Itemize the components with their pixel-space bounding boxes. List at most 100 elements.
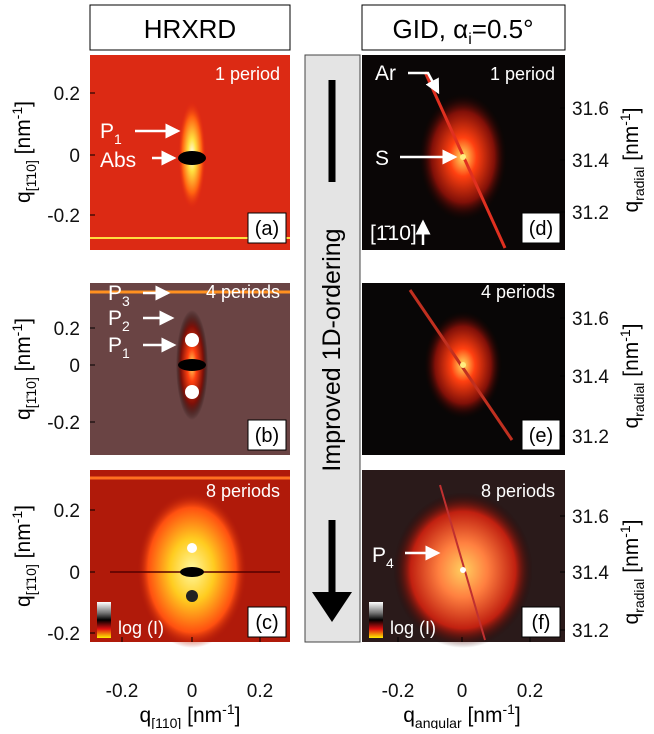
- colorbar: [369, 602, 383, 638]
- axis-label: q[1̄10] [nm-1]: [9, 318, 39, 420]
- axis-label-unit: [nm: [620, 538, 643, 579]
- y-tick-label: -0.2: [47, 624, 80, 645]
- periods: 1 period: [490, 64, 555, 84]
- y-tick-label: 0: [69, 146, 80, 167]
- header-left: HRXRD: [144, 14, 236, 44]
- axis-label-unit: [nm: [12, 523, 35, 564]
- periods: 8 periods: [481, 481, 555, 501]
- panel-label: (d): [529, 218, 553, 240]
- y-tick-label: 0: [69, 356, 80, 377]
- axis-label-close: ]: [12, 101, 35, 107]
- peak: [460, 567, 466, 573]
- panel-label: (a): [255, 218, 279, 240]
- axis-label-close: ]: [12, 505, 35, 511]
- panel-e: 4 periods (e): [362, 282, 565, 455]
- y-tick-label: 31.4: [572, 151, 609, 172]
- axis-label-sub: [1̄10]: [23, 160, 39, 191]
- annotation-text: P: [108, 307, 122, 330]
- middle-label: Improved 1D-ordering: [318, 228, 346, 471]
- colorbar-label: log (I): [118, 618, 164, 638]
- annotation-sub: 4: [386, 555, 394, 571]
- periods: 8 periods: [206, 481, 280, 501]
- figure: HRXRD GID, αi=0.5° Improved 1D-ordering …: [0, 0, 654, 729]
- periods: 4 periods: [206, 282, 280, 302]
- axis-label: qradial [nm-1]: [617, 519, 647, 624]
- annotation-text: P: [100, 120, 114, 143]
- absorber: [178, 359, 206, 371]
- axis-label-q: q: [620, 613, 643, 625]
- header-text: GID,: [393, 14, 454, 44]
- x-tick-label: -0.2: [382, 681, 415, 702]
- axis-label-q: q: [140, 704, 152, 727]
- axis-label-q: q: [403, 704, 415, 727]
- axis-label-unit: [nm: [620, 126, 643, 167]
- axis-label-sub: radial: [631, 167, 647, 201]
- annotation-text: P: [108, 334, 122, 357]
- axis-label-exp: -1: [222, 701, 235, 717]
- y-tick-label: 31.6: [572, 99, 609, 120]
- y-tick-label: 31.2: [572, 621, 609, 642]
- axis-label-sub: radial: [631, 579, 647, 613]
- annotation-sub: 1: [114, 131, 122, 147]
- x-tick-label: 0.2: [517, 681, 543, 702]
- axis-label-exp: -1: [617, 113, 633, 126]
- absorber: [178, 151, 206, 165]
- axis-label: qradial [nm-1]: [617, 323, 647, 428]
- axis-label-unit: [nm: [12, 119, 35, 160]
- axis-label-close: ]: [12, 318, 35, 324]
- axis-label-sub: [1̄10]: [23, 377, 39, 408]
- peak: [186, 590, 198, 602]
- axis-label: q[1̄10] [nm-1]: [9, 101, 39, 203]
- axis-label-close: ]: [620, 107, 643, 113]
- axis-label-exp: -1: [9, 511, 25, 524]
- axis-label: qradial [nm-1]: [617, 107, 647, 212]
- header-symbol: α: [453, 14, 468, 44]
- axis-label-unit: [nm: [181, 704, 222, 727]
- peak: [185, 333, 199, 347]
- periods: 1 period: [215, 64, 280, 84]
- axis-label-close: ]: [620, 323, 643, 329]
- axis-label-close: ]: [620, 519, 643, 525]
- axis-label-close: ]: [235, 704, 241, 727]
- panel-label: (c): [255, 612, 278, 634]
- axis-label-exp: -1: [617, 525, 633, 538]
- peak: [187, 543, 197, 553]
- colorbar: [97, 602, 111, 638]
- axis-label-exp: -1: [502, 701, 515, 717]
- annotation: S: [375, 147, 389, 170]
- annotation-sub: 2: [122, 318, 130, 334]
- y-tick-label: 31.2: [572, 203, 609, 224]
- axis-label-sub: [110]: [151, 715, 181, 729]
- axis-label-q: q: [12, 191, 35, 203]
- y-tick-label: 0.2: [54, 319, 80, 340]
- y-tick-label: -0.2: [47, 413, 80, 434]
- y-tick-label: -0.2: [47, 206, 80, 227]
- x-tick-label: 0: [457, 681, 468, 702]
- axis-label-q: q: [620, 201, 643, 213]
- panel-a: 1 period P1 Abs (a): [90, 55, 290, 250]
- axis-label-sub: angular: [415, 715, 462, 729]
- axis-label-sub: [1̄10]: [23, 564, 39, 595]
- y-tick-label: 31.4: [572, 563, 609, 584]
- header-right: GID, αi=0.5°: [393, 14, 534, 48]
- absorber: [180, 567, 204, 577]
- y-tick-label: 0.2: [54, 501, 80, 522]
- panel-label: (f): [532, 612, 551, 634]
- axis-label-unit: [nm: [12, 336, 35, 377]
- periods: 4 periods: [481, 282, 555, 302]
- annotation-sub: 3: [122, 293, 130, 309]
- annotation: Ar: [375, 62, 396, 85]
- axis-label-exp: -1: [9, 107, 25, 120]
- annotation-sub: 1: [122, 345, 130, 361]
- peak: [460, 362, 466, 368]
- peak: [185, 385, 199, 399]
- axis-label-q: q: [12, 595, 35, 607]
- annotation-text: P: [372, 544, 386, 567]
- axis-label-q: q: [620, 417, 643, 429]
- axis-label: q[1̄10] [nm-1]: [9, 505, 39, 607]
- y-tick-label: 31.6: [572, 507, 609, 528]
- axis-label-unit: [nm: [462, 704, 503, 727]
- axis-label-exp: -1: [9, 324, 25, 337]
- panel-f: 8 periods P4 log (I) (f): [362, 470, 565, 648]
- panel-label: (e): [529, 425, 553, 447]
